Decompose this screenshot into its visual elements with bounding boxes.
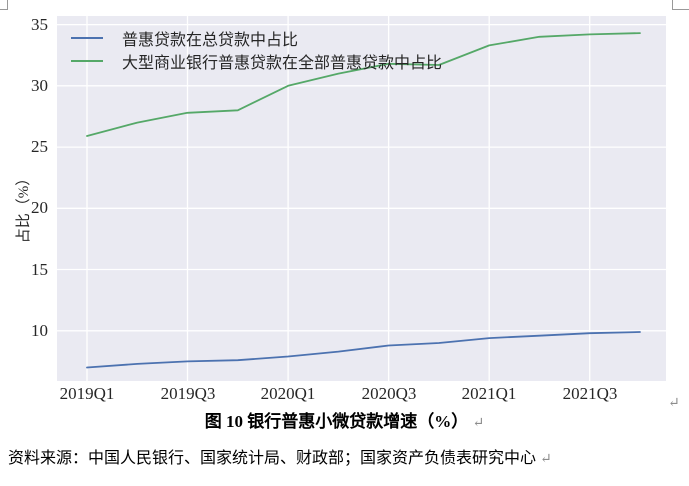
legend-line-green-icon: [71, 59, 103, 62]
series-line-1: [86, 32, 641, 137]
crop-corner-top-right-icon: [672, 0, 689, 10]
legend-line-blue-icon: [71, 36, 103, 39]
y-tick-label: 15: [31, 260, 48, 279]
paragraph-mark-icon: ↵: [472, 416, 485, 431]
source-note-text: 资料来源：中国人民银行、国家统计局、财政部；国家资产负债表研究中心: [8, 450, 537, 467]
x-tick-label: 2020Q3: [361, 384, 417, 403]
x-tick-label: 2019Q3: [160, 384, 216, 403]
chart-figure: 占比（%） 普惠贷款在总贷款中占比 大型商业银行普惠贷款在全部普惠贷款中占比 1…: [16, 15, 666, 403]
series-line-0: [86, 331, 641, 369]
y-tick-label: 30: [31, 76, 48, 95]
legend-item: 普惠贷款在总贷款中占比: [71, 26, 442, 49]
figure-caption: 图 10 银行普惠小微贷款增速（%） ↵: [0, 407, 689, 432]
x-tick-label: 2021Q3: [562, 384, 618, 403]
chart-canvas: [57, 16, 666, 381]
legend-item: 大型商业银行普惠贷款在全部普惠贷款中占比: [71, 49, 442, 72]
x-tick-label: 2020Q1: [260, 384, 316, 403]
y-tick-label: 35: [31, 15, 48, 34]
figure-caption-text: 图 10 银行普惠小微贷款增速（%）: [204, 412, 469, 431]
y-tick-label: 25: [31, 137, 48, 156]
crop-corner-top-left-icon: [0, 0, 8, 10]
source-note: 资料来源：中国人民银行、国家统计局、财政部；国家资产负债表研究中心 ↵: [8, 444, 552, 468]
y-tick-label: 20: [31, 198, 48, 217]
paragraph-mark-icon: ↵: [540, 452, 552, 467]
paragraph-mark-icon: ↵: [668, 396, 680, 411]
chart-legend: 普惠贷款在总贷款中占比 大型商业银行普惠贷款在全部普惠贷款中占比: [71, 26, 442, 72]
legend-label: 普惠贷款在总贷款中占比: [122, 31, 299, 49]
legend-label: 大型商业银行普惠贷款在全部普惠贷款中占比: [122, 54, 443, 72]
x-tick-label: 2019Q1: [59, 384, 115, 403]
x-tick-label: 2021Q1: [461, 384, 517, 403]
plot-area: [57, 16, 666, 381]
y-tick-label: 10: [31, 321, 48, 340]
